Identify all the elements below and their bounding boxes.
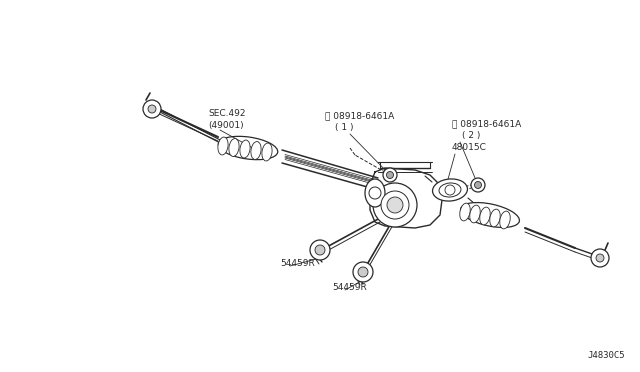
Circle shape [143,100,161,118]
Text: Ⓝ 08918-6461A: Ⓝ 08918-6461A [452,119,521,128]
Ellipse shape [439,183,461,197]
Ellipse shape [433,179,467,201]
Text: 54459R: 54459R [280,259,315,268]
Circle shape [445,185,455,195]
Ellipse shape [365,179,385,207]
Text: (49001): (49001) [208,121,244,130]
Ellipse shape [218,136,278,160]
Ellipse shape [218,137,228,155]
Ellipse shape [500,211,510,229]
Text: Ⓝ 08918-6461A: Ⓝ 08918-6461A [325,111,394,120]
Text: SEC.492: SEC.492 [208,109,246,118]
Text: J4830C5: J4830C5 [588,351,625,360]
Ellipse shape [240,140,250,158]
Circle shape [369,187,381,199]
Ellipse shape [460,203,470,221]
Ellipse shape [229,138,239,157]
Circle shape [373,183,417,227]
Circle shape [383,168,397,182]
Circle shape [148,105,156,113]
Ellipse shape [480,207,490,225]
Circle shape [353,262,373,282]
Circle shape [310,240,330,260]
Text: ( 2 ): ( 2 ) [462,131,481,140]
Text: 54459R: 54459R [332,283,367,292]
Circle shape [474,182,481,189]
Text: ( 1 ): ( 1 ) [335,123,353,132]
Circle shape [471,178,485,192]
Circle shape [596,254,604,262]
Ellipse shape [262,143,272,161]
Circle shape [387,171,394,179]
Circle shape [387,197,403,213]
Circle shape [315,245,325,255]
Circle shape [381,191,409,219]
Ellipse shape [490,209,500,227]
Ellipse shape [470,205,480,223]
Circle shape [358,267,368,277]
Circle shape [591,249,609,267]
Ellipse shape [461,203,520,227]
Ellipse shape [251,142,261,160]
Text: 48015C: 48015C [452,143,487,152]
